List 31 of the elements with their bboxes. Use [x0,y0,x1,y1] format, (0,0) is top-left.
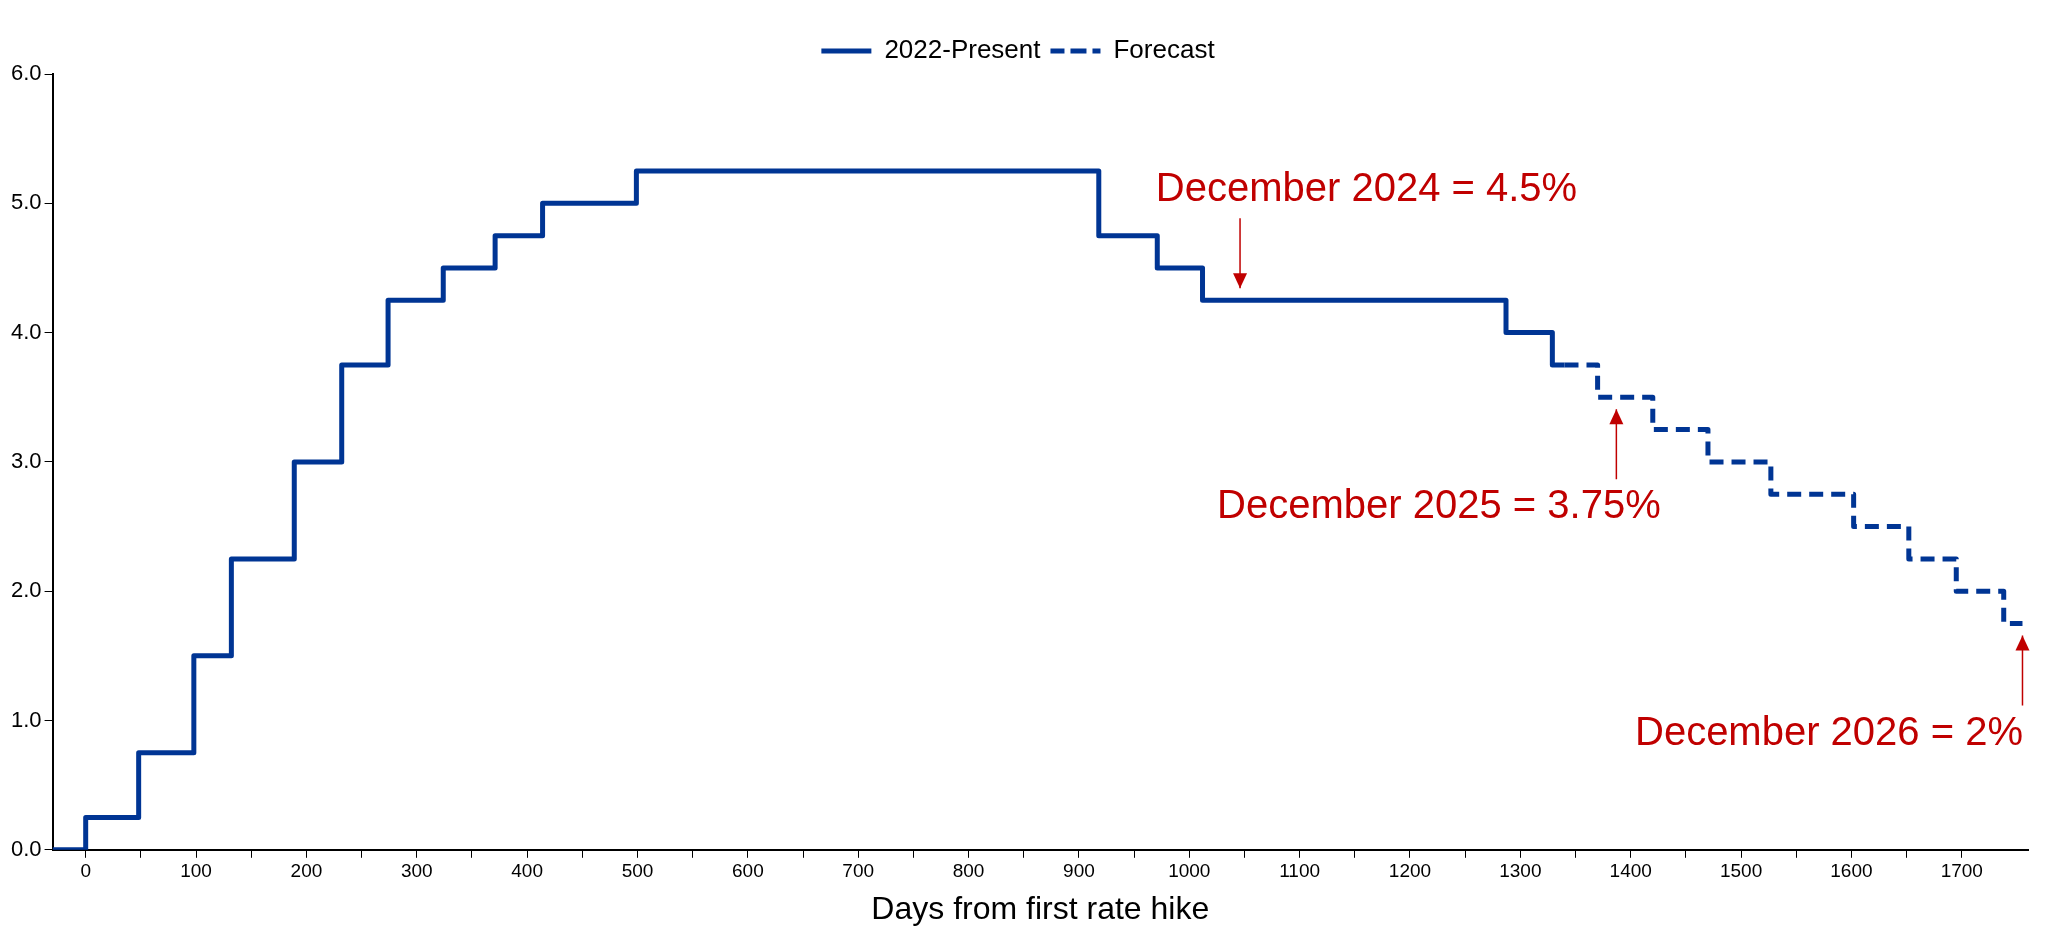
legend-label: 2022-Present [884,34,1042,65]
x-tick-label: 1000 [1168,860,1211,882]
y-tick-label: 6.0 [10,60,42,86]
y-tick-label: 3.0 [10,447,42,473]
annotation: December 2026 = 2% [1634,708,2024,753]
x-tick-label: 200 [290,860,323,882]
x-axis-title: Days from first rate hike [871,889,1210,926]
x-tick-label: 700 [842,860,875,882]
legend-label: Forecast [1113,34,1216,65]
annotation: December 2024 = 4.5% [1155,165,1578,210]
x-tick-label: 1700 [1940,860,1983,882]
x-tick-label: 300 [400,860,433,882]
x-tick-label: 1500 [1719,860,1763,882]
x-tick-label: 1300 [1499,860,1542,882]
x-tick-label: 800 [952,860,985,882]
annotation: December 2025 = 3.75% [1217,482,1661,527]
y-tick-label: 5.0 [10,189,42,215]
x-tick-label: 900 [1063,860,1095,882]
x-tick-label: 1100 [1279,860,1321,882]
x-tick-label: 1400 [1609,860,1652,882]
x-tick-label: 600 [731,860,764,882]
x-tick-label: 400 [511,860,543,882]
y-tick-label: 2.0 [10,577,42,603]
y-tick-label: 4.0 [10,318,42,344]
y-tick-label: 1.0 [10,706,42,732]
x-tick-label: 0 [80,860,91,882]
x-tick-label: 500 [621,860,654,882]
x-tick-label: 1600 [1830,860,1873,882]
x-tick-label: 1200 [1388,860,1432,882]
y-tick-label: 0.0 [10,835,42,861]
x-tick-label: 100 [180,860,212,882]
